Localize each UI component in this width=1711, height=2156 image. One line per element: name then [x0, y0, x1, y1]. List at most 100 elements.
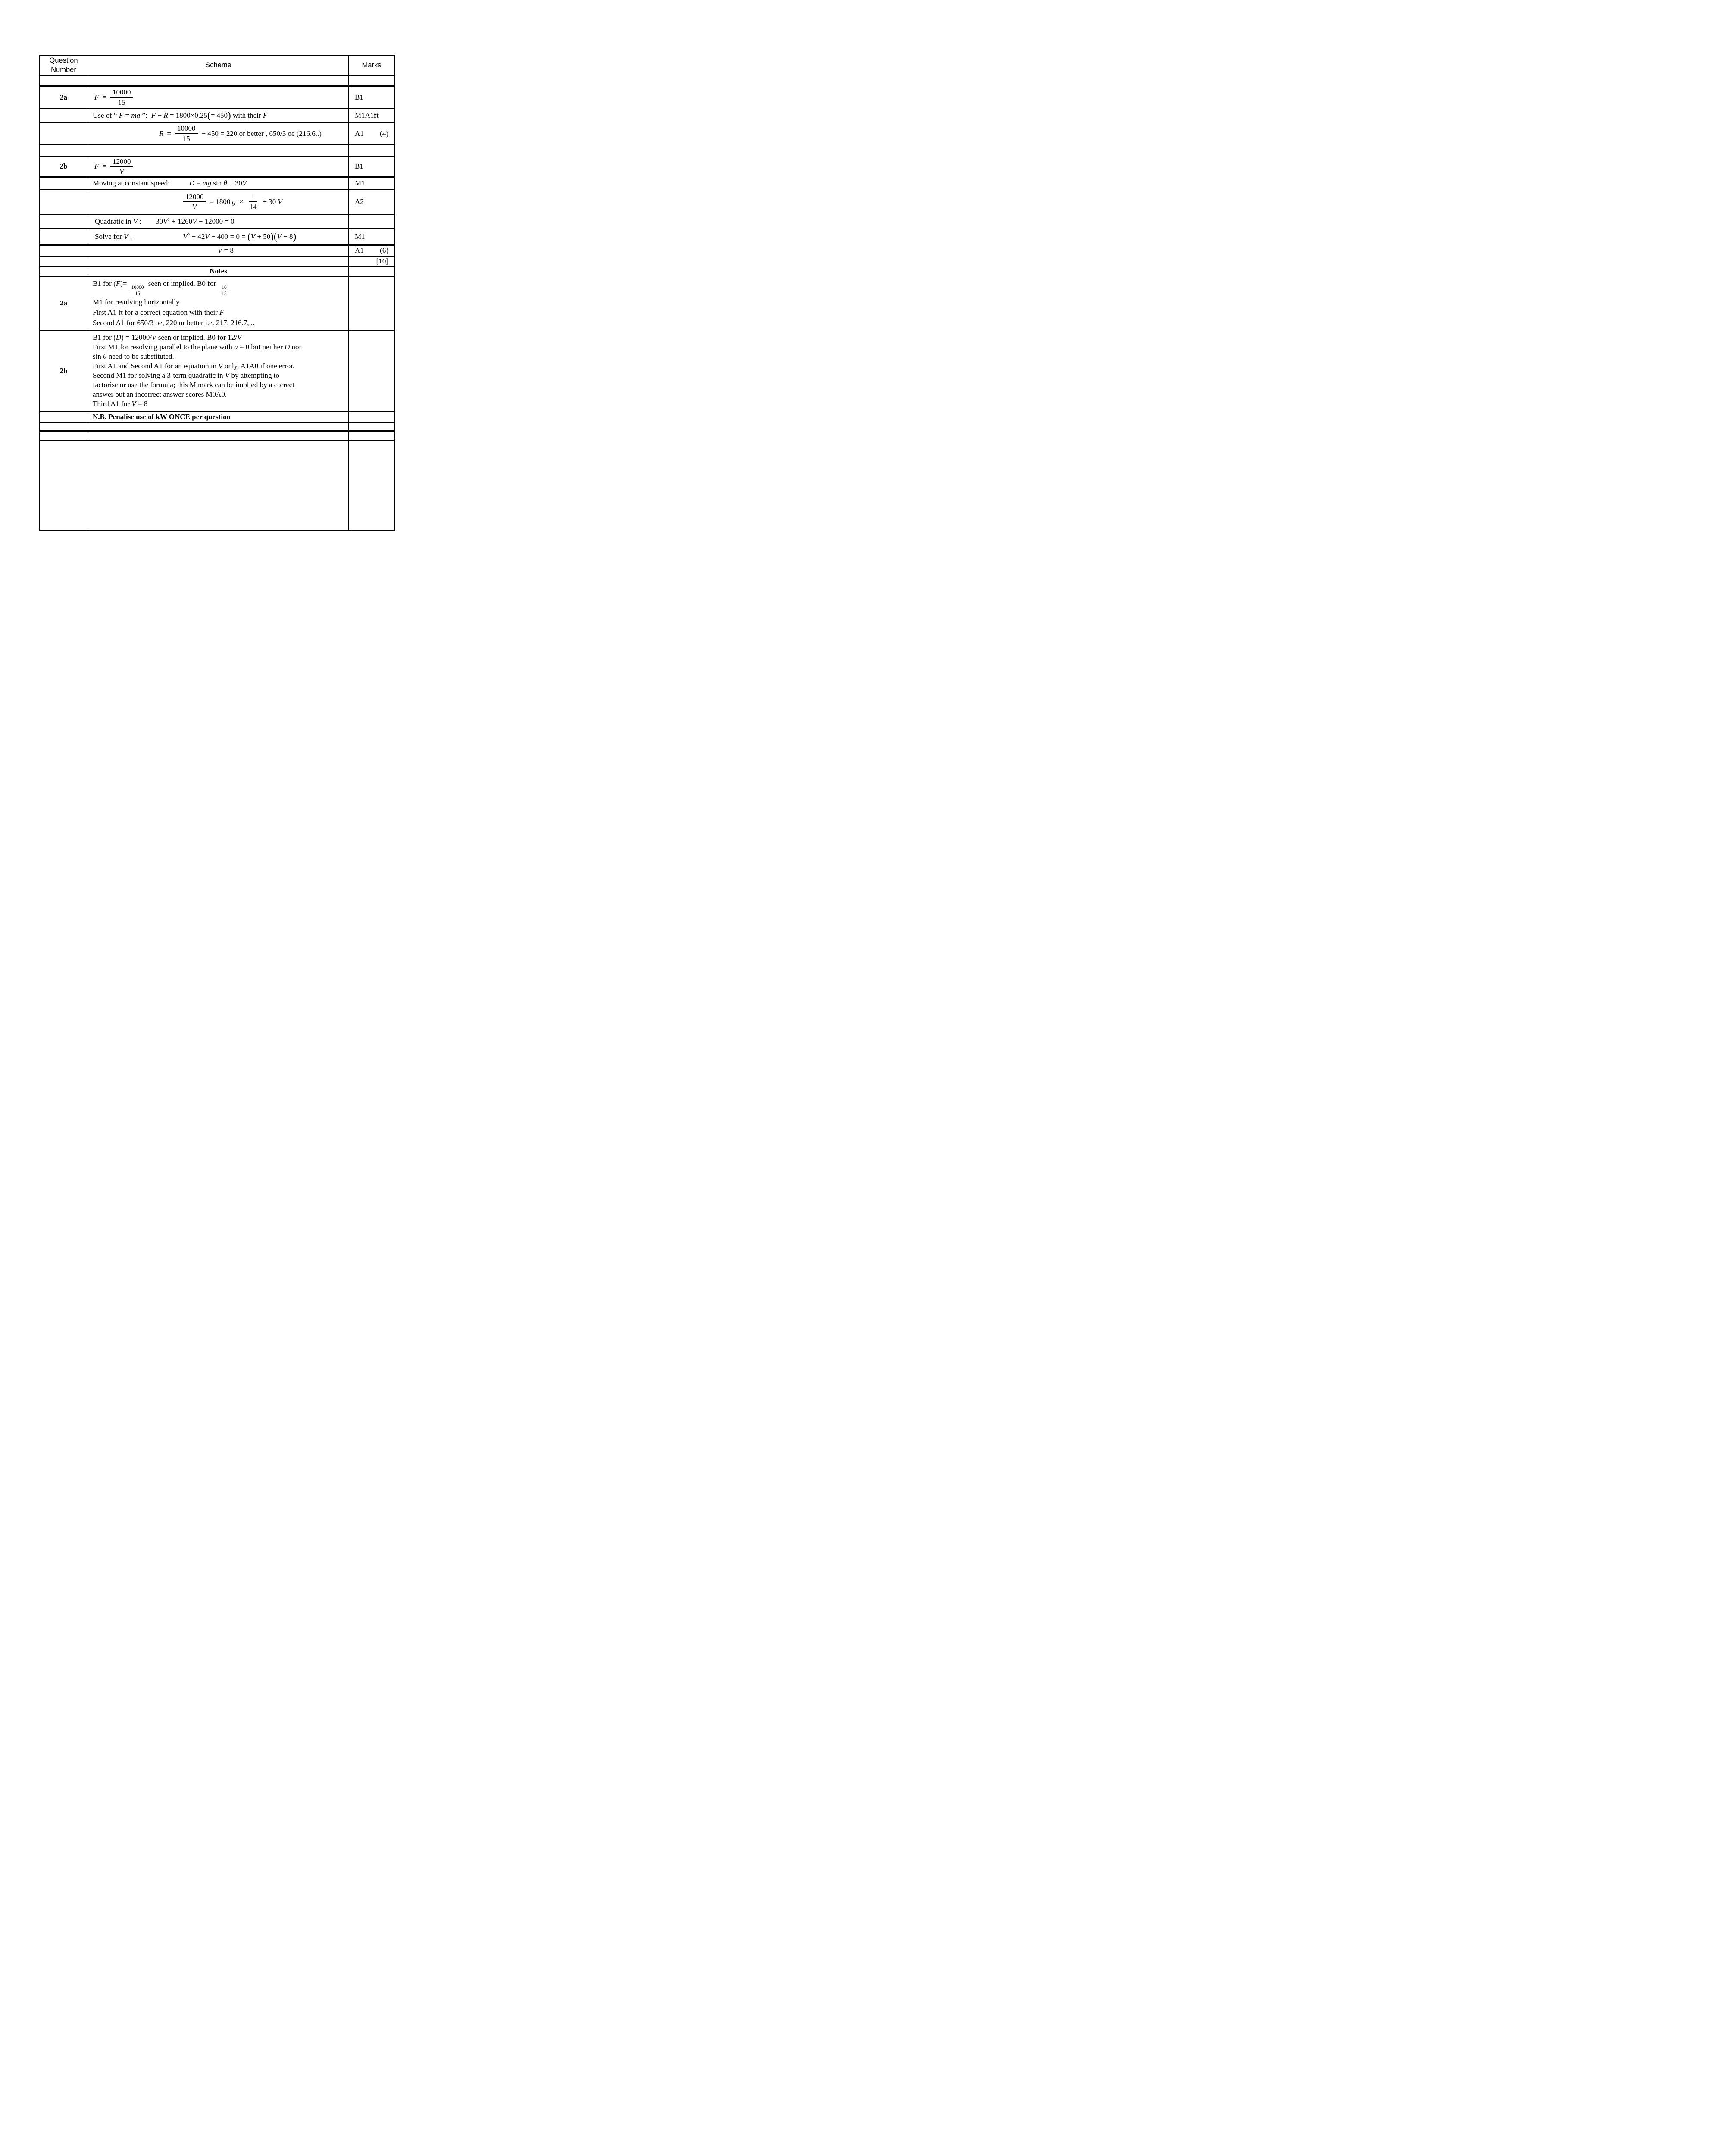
marks-cell [348, 213, 395, 229]
empty-row [39, 430, 395, 442]
equation-constant-speed: Moving at constant speed: D = mg sin θ + … [93, 179, 344, 188]
mark-code: M1A1 [355, 111, 374, 119]
note-line: M1 for resolving horizontally [93, 298, 180, 307]
math-run: = [123, 111, 131, 119]
fraction: 10000 15 [174, 124, 198, 143]
left-paren: ( [247, 231, 251, 242]
math-var: ma [131, 111, 141, 119]
notes-title: Notes [88, 265, 349, 277]
fraction: 1 14 [247, 192, 259, 212]
math-var: V [277, 232, 282, 241]
row-2a-m1: Use of “ F = ma ”: F − R = 1800×0.25(= 45… [39, 108, 395, 123]
right-paren: ) [293, 231, 297, 242]
note-line: answer but an incorrect answer scores M0… [93, 390, 227, 399]
math-run: ”: [140, 111, 147, 119]
equation-f-ma: Use of “ F = ma ”: F − R = 1800×0.25(= 45… [93, 110, 344, 121]
math-run: = 8 [222, 246, 234, 254]
empty-cell [39, 213, 88, 229]
marks-cell [348, 275, 395, 332]
math-run: : [138, 217, 142, 226]
row-2b-answer: V = 8 A1 (6) [39, 244, 395, 257]
math-run: + 30 [263, 197, 276, 206]
note-line: Third A1 for V = 8 [93, 399, 344, 409]
fraction-numerator: 12000 [109, 157, 134, 167]
note-text: First M1 for resolving parallel to the p… [93, 343, 235, 351]
math-run: + 42 [190, 232, 205, 241]
note-text: seen or implied. B0 for [146, 279, 218, 288]
row-total: [10] [39, 255, 395, 267]
math-run: = [167, 129, 171, 138]
math-var: g [232, 197, 236, 206]
marks-cell [348, 330, 395, 412]
empty-cell [88, 144, 349, 157]
left-paren: ( [207, 110, 211, 121]
empty-cell [88, 422, 349, 432]
fraction-denominator: 15 [182, 134, 190, 143]
row-notes-2a: 2a B1 for (F)= 10000 15 seen or implied. … [39, 275, 395, 332]
row-2b-m1: Moving at constant speed: D = mg sin θ + … [39, 176, 395, 190]
mark-code: M1 [355, 232, 365, 241]
scheme-cell: R = 10000 15− 450 = 220 or better , 650/3 o… [88, 122, 349, 145]
note-text: ) = 12000/ [121, 333, 152, 342]
fraction: 10000 15 [109, 88, 134, 107]
mark-code: A1 [355, 246, 364, 254]
note-line: First A1 ft for a correct equation with … [93, 307, 344, 318]
marks-cell [348, 411, 395, 423]
equation-f-12000-v: F = 12000 V [93, 157, 344, 175]
math-var: D [189, 179, 195, 187]
mark-code-ft: ft [374, 111, 379, 119]
math-var: D [284, 343, 290, 351]
math-var: R [159, 129, 164, 138]
empty-cell [39, 430, 88, 442]
fraction-denominator: 15 [222, 291, 227, 297]
empty-cell [39, 108, 88, 123]
math-var: V [183, 232, 188, 241]
mark-code: B1 [355, 162, 363, 171]
mark-count: (4) [380, 129, 388, 138]
marks-cell: B1 [348, 156, 395, 178]
header-scheme: Scheme [88, 55, 349, 76]
math-var: F [263, 111, 268, 119]
note-line: Second A1 for 650/3 oe, 220 or better i.… [93, 319, 255, 327]
row-2b-b1: 2b F = 12000 V B1 [39, 156, 395, 178]
math-run: − 8 [281, 232, 293, 241]
row-nb: N.B. Penalise use of kW ONCE per questio… [39, 411, 395, 423]
mark-code: A1 [355, 129, 364, 138]
note-text: Third A1 for [93, 400, 132, 408]
fraction: 10000 15 [130, 285, 145, 298]
note-text: sin [93, 352, 103, 361]
fraction-denominator: 15 [118, 98, 125, 107]
note-text: First A1 and Second A1 for an equation i… [93, 362, 219, 370]
empty-cell [88, 255, 349, 267]
equation-quadratic: Quadratic in V :30V2 + 1260V − 12000 = 0 [93, 217, 344, 226]
mark-code: A2 [355, 197, 364, 206]
math-var: V [131, 400, 136, 408]
empty-cell [348, 265, 395, 277]
note-line: First A1 and Second A1 for an equation i… [93, 361, 344, 371]
math-var: θ [223, 179, 227, 187]
fraction: 12000 V [109, 157, 134, 175]
note-text: seen or implied. B0 for 12/ [156, 333, 237, 342]
question-label: 2b [39, 330, 88, 412]
math-run: Use of “ [93, 111, 119, 119]
empty-cell [39, 411, 88, 423]
math-run: − 400 = 0 = [209, 232, 248, 241]
note-text: First A1 ft for a correct equation with … [93, 308, 220, 317]
math-run: : [128, 232, 132, 241]
header-question-number: Question Number [39, 55, 88, 76]
fraction-denominator: V [192, 203, 197, 211]
scheme-cell: Solve for V : V2 + 42V − 400 = 0 = (V + 5… [88, 228, 349, 246]
math-run: = 1800 [210, 197, 231, 206]
equation-r-result: R = 10000 15− 450 = 220 or better , 650/3 o… [157, 124, 344, 143]
row-2a-b1: 2a F = 10000 15 B1 [39, 85, 395, 109]
marks-cell: A1 (6) [348, 244, 395, 257]
math-var: V [192, 217, 197, 226]
row-2a-a1: R = 10000 15− 450 = 220 or better , 650/3 o… [39, 122, 395, 145]
empty-cell [39, 75, 88, 87]
math-var: V [225, 371, 230, 380]
note-text: nor [290, 343, 302, 351]
question-label: 2a [39, 85, 88, 109]
scheme-cell: Moving at constant speed: D = mg sin θ + … [88, 176, 349, 190]
empty-cell [88, 430, 349, 442]
notes-2b-cell: B1 for (D) = 12000/V seen or implied. B0… [88, 330, 349, 412]
